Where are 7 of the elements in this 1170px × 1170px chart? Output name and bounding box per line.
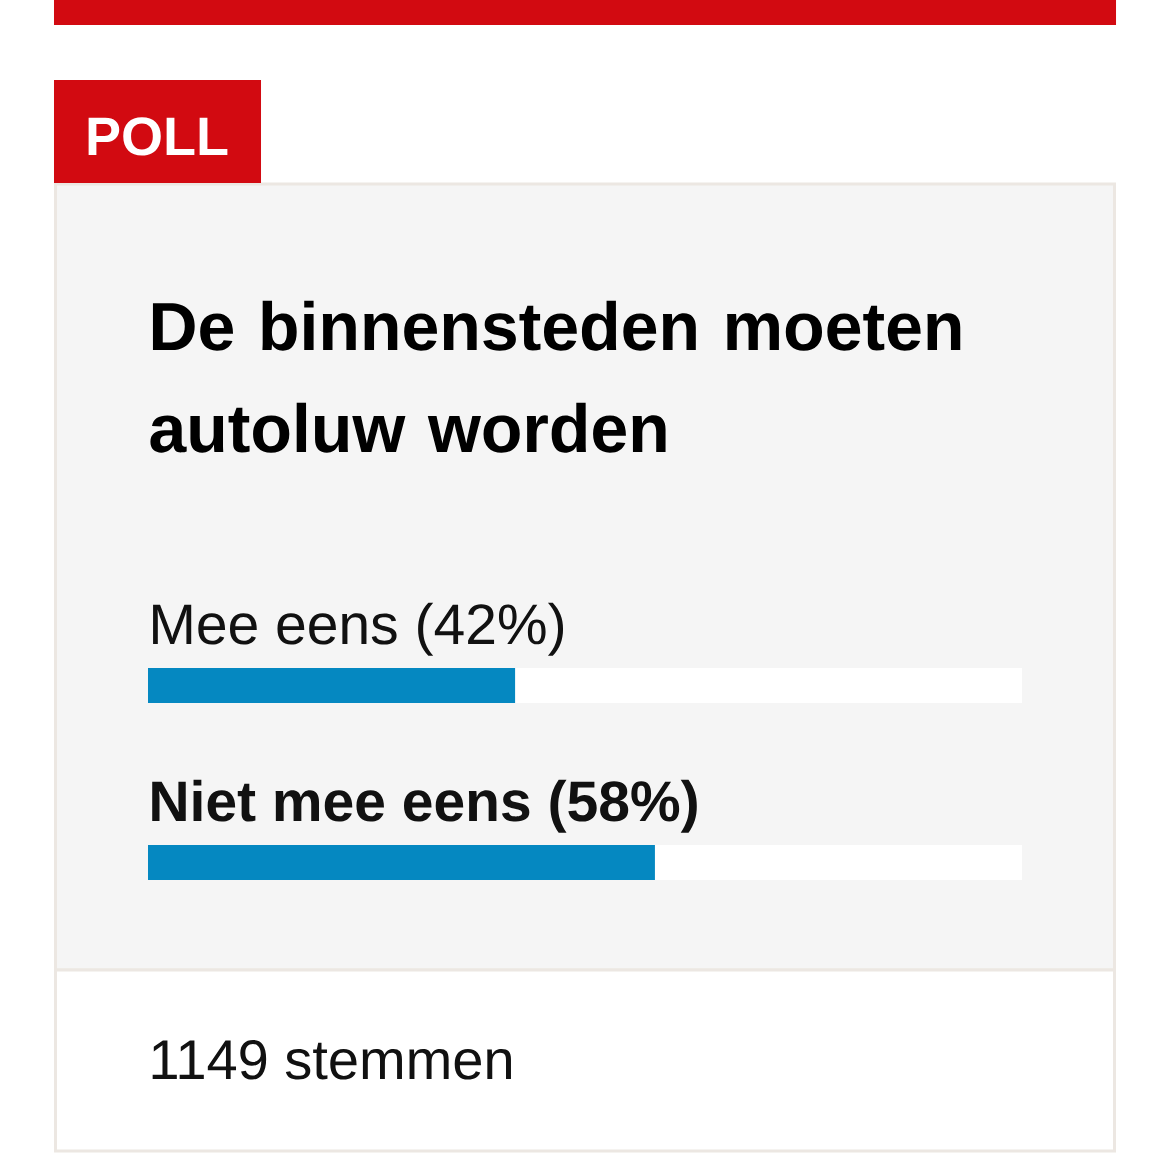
chart-title: De binnensteden moeten autoluw worden — [150, 300, 961, 453]
text: 1149 stemmen — [152, 1039, 511, 1080]
y-tick-label: Mee eens — [153, 604, 397, 645]
text: POLL — [88, 117, 228, 156]
data-label: (58%) — [550, 779, 697, 833]
data-label: (42%) — [418, 602, 564, 656]
y-tick-label: Niet mee eens — [152, 779, 530, 822]
